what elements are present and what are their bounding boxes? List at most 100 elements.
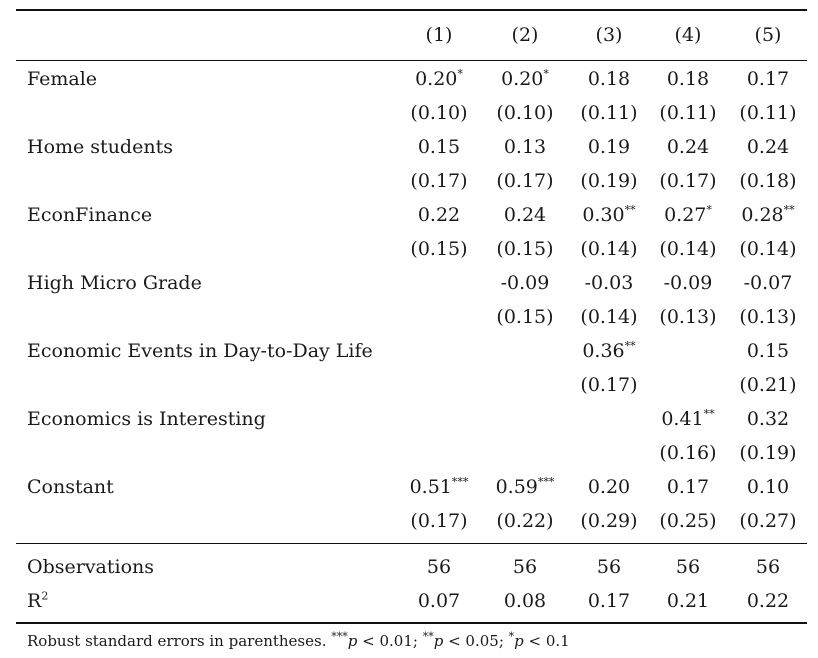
se-cell: (0.11) bbox=[659, 102, 717, 124]
significance-stars: *** bbox=[451, 475, 469, 489]
se-cell: (0.15) bbox=[410, 238, 468, 260]
stats-rule bbox=[16, 543, 807, 544]
se-cell: (0.16) bbox=[659, 442, 717, 464]
stat-cell: 56 bbox=[512, 556, 538, 578]
table-row-se: (0.17) (0.22) (0.29) (0.25) (0.27) bbox=[0, 504, 818, 538]
row-label: R2 bbox=[27, 584, 48, 618]
significance-stars: ** bbox=[783, 203, 795, 217]
table-row-observations: Observations 56 56 56 56 56 bbox=[0, 550, 818, 584]
note-p: p bbox=[347, 632, 358, 650]
coef-cell: 0.13 bbox=[503, 136, 547, 158]
coef-cell: 0.24 bbox=[503, 204, 547, 226]
coef-cell: 0.10 bbox=[746, 476, 790, 498]
column-header: (2) bbox=[511, 24, 539, 46]
coef-cell: 0.36** bbox=[582, 339, 636, 362]
note-stars: * bbox=[508, 630, 515, 643]
coef-cell: 0.15 bbox=[417, 136, 461, 158]
coef-cell: -0.09 bbox=[500, 272, 550, 294]
se-cell: (0.13) bbox=[659, 306, 717, 328]
se-cell: (0.18) bbox=[739, 170, 797, 192]
coef-cell: -0.03 bbox=[584, 272, 634, 294]
top-rule bbox=[16, 9, 807, 11]
se-cell: (0.13) bbox=[739, 306, 797, 328]
stat-cell: 56 bbox=[755, 556, 781, 578]
se-cell: (0.25) bbox=[659, 510, 717, 532]
significance-stars: ** bbox=[624, 203, 636, 217]
column-header: (4) bbox=[674, 24, 702, 46]
coef-cell: 0.19 bbox=[587, 136, 631, 158]
coef-cell: 0.22 bbox=[417, 204, 461, 226]
significance-stars: * bbox=[543, 67, 549, 81]
coef-cell: 0.30** bbox=[582, 203, 636, 226]
se-cell: (0.17) bbox=[659, 170, 717, 192]
se-cell: (0.11) bbox=[739, 102, 797, 124]
stat-cell: 0.17 bbox=[587, 590, 631, 612]
row-label: Home students bbox=[27, 136, 173, 158]
note-cond: < 0.05; bbox=[443, 632, 504, 650]
se-cell: (0.17) bbox=[496, 170, 554, 192]
coef-cell: 0.32 bbox=[746, 408, 790, 430]
row-label: Economic Events in Day-to-Day Life bbox=[27, 340, 373, 362]
coef-cell: 0.24 bbox=[746, 136, 790, 158]
note-p: p bbox=[514, 632, 524, 650]
se-cell: (0.10) bbox=[410, 102, 468, 124]
coef-cell: 0.59*** bbox=[495, 475, 555, 498]
significance-stars: ** bbox=[624, 339, 636, 353]
table-row-coef: Economics is Interesting 0.41** 0.32 bbox=[0, 402, 818, 436]
se-cell: (0.22) bbox=[496, 510, 554, 532]
table-row-se: (0.15) (0.14) (0.13) (0.13) bbox=[0, 300, 818, 334]
se-cell: (0.17) bbox=[410, 170, 468, 192]
table-row-se: (0.17) (0.17) (0.19) (0.17) (0.18) bbox=[0, 164, 818, 198]
stat-cell: 0.07 bbox=[417, 590, 461, 612]
significance-stars: * bbox=[706, 203, 712, 217]
se-cell: (0.29) bbox=[580, 510, 638, 532]
table-row-se: (0.17) (0.21) bbox=[0, 368, 818, 402]
coef-cell: 0.28** bbox=[741, 203, 795, 226]
coef-cell: 0.18 bbox=[587, 68, 631, 90]
note-prefix: Robust standard errors in parentheses. bbox=[27, 632, 327, 650]
se-cell: (0.14) bbox=[580, 238, 638, 260]
note-stars: ** bbox=[422, 630, 434, 643]
se-cell: (0.27) bbox=[739, 510, 797, 532]
r2-label: R bbox=[27, 590, 42, 612]
table-row-se: (0.15) (0.15) (0.14) (0.14) (0.14) bbox=[0, 232, 818, 266]
se-cell: (0.10) bbox=[496, 102, 554, 124]
significance-stars: *** bbox=[537, 475, 555, 489]
stat-cell: 0.22 bbox=[746, 590, 790, 612]
row-label: Female bbox=[27, 68, 98, 90]
se-cell: (0.14) bbox=[580, 306, 638, 328]
se-cell: (0.15) bbox=[496, 306, 554, 328]
significance-stars: * bbox=[457, 67, 463, 81]
table-row-coef: Female 0.20* 0.20* 0.18 0.18 0.17 bbox=[0, 62, 818, 96]
row-label: EconFinance bbox=[27, 204, 153, 226]
table-row-se: (0.10) (0.10) (0.11) (0.11) (0.11) bbox=[0, 96, 818, 130]
stat-cell: 0.08 bbox=[503, 590, 547, 612]
stat-cell: 56 bbox=[596, 556, 622, 578]
column-header: (1) bbox=[425, 24, 453, 46]
coef-cell: 0.17 bbox=[666, 476, 710, 498]
table-note: Robust standard errors in parentheses. *… bbox=[27, 628, 570, 654]
coef-cell: 0.15 bbox=[746, 340, 790, 362]
row-label: High Micro Grade bbox=[27, 272, 202, 294]
column-header: (5) bbox=[754, 24, 782, 46]
se-cell: (0.14) bbox=[739, 238, 797, 260]
r2-superscript: 2 bbox=[41, 589, 49, 603]
coef-cell: 0.20 bbox=[587, 476, 631, 498]
stat-cell: 56 bbox=[675, 556, 701, 578]
row-label: Economics is Interesting bbox=[27, 408, 266, 430]
table-row-coef: High Micro Grade -0.09 -0.03 -0.09 -0.07 bbox=[0, 266, 818, 300]
note-cond: < 0.01; bbox=[357, 632, 418, 650]
se-cell: (0.11) bbox=[580, 102, 638, 124]
header-rule bbox=[16, 60, 807, 61]
coef-cell: 0.27* bbox=[664, 203, 712, 226]
note-cond: < 0.1 bbox=[523, 632, 570, 650]
stat-cell: 56 bbox=[426, 556, 452, 578]
table-row-coef: Economic Events in Day-to-Day Life 0.36*… bbox=[0, 334, 818, 368]
coef-cell: 0.20* bbox=[415, 67, 463, 90]
se-cell: (0.15) bbox=[496, 238, 554, 260]
coef-cell: -0.07 bbox=[743, 272, 793, 294]
se-cell: (0.19) bbox=[580, 170, 638, 192]
column-header-row: (1) (2) (3) (4) (5) bbox=[0, 18, 818, 52]
row-label: Observations bbox=[27, 556, 155, 578]
se-cell: (0.14) bbox=[659, 238, 717, 260]
